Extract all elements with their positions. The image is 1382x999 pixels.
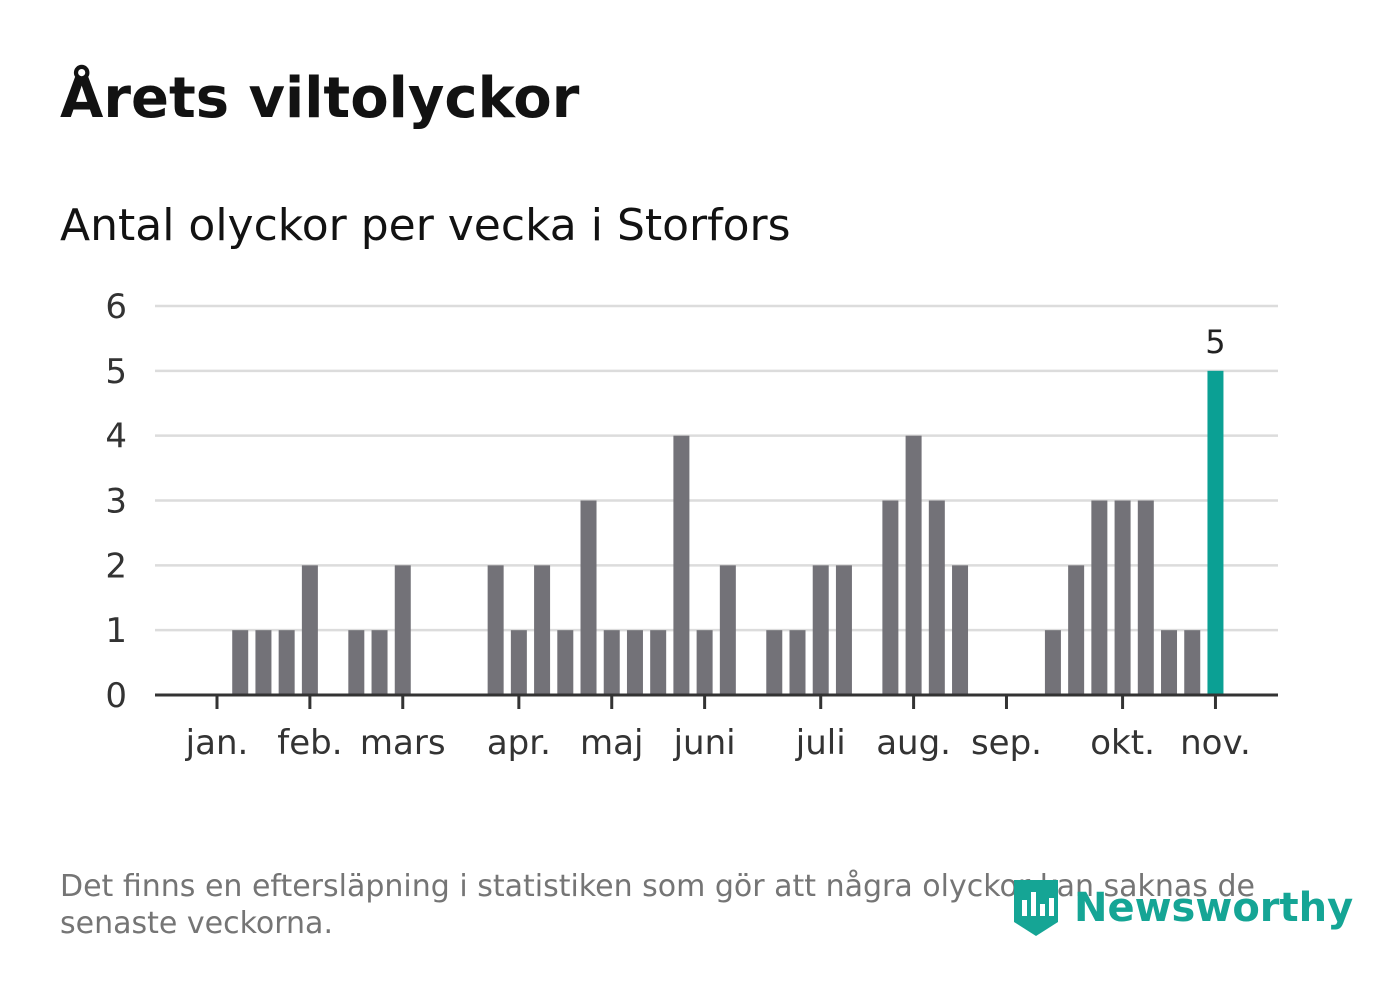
brand-name: Newsworthy xyxy=(1074,885,1354,931)
bar xyxy=(1044,630,1061,695)
bar xyxy=(1091,500,1108,695)
x-tick-label: aug. xyxy=(876,723,951,763)
bar xyxy=(580,500,597,695)
brand-logo[interactable]: Newsworthy xyxy=(1010,876,1353,940)
y-tick-label: 0 xyxy=(105,676,127,716)
y-tick-label: 4 xyxy=(105,417,127,457)
y-tick-label: 3 xyxy=(105,482,127,522)
bar xyxy=(719,565,736,695)
bar xyxy=(557,630,574,695)
bar xyxy=(371,630,388,695)
bar xyxy=(696,630,713,695)
newsworthy-logo-icon xyxy=(1014,880,1058,936)
x-tick-label: juli xyxy=(795,723,846,763)
x-tick-label: okt. xyxy=(1090,723,1155,763)
bar xyxy=(487,565,504,695)
bar xyxy=(510,630,527,695)
bar xyxy=(232,630,249,695)
x-tick-label: nov. xyxy=(1180,723,1251,763)
bar xyxy=(278,630,295,695)
chart-title: Årets viltolyckor xyxy=(60,66,580,131)
x-tick-label: maj xyxy=(580,723,643,763)
x-tick-label: jan. xyxy=(185,723,249,763)
bar xyxy=(1161,630,1178,695)
bar xyxy=(534,565,551,695)
bar xyxy=(650,630,667,695)
data-label: 5 xyxy=(1205,323,1225,361)
bar xyxy=(835,565,852,695)
bar xyxy=(928,500,945,695)
bar xyxy=(789,630,806,695)
bar xyxy=(1137,500,1154,695)
y-tick-label: 5 xyxy=(105,352,127,392)
chart-subtitle: Antal olyckor per vecka i Storfors xyxy=(60,200,791,251)
bar xyxy=(255,630,272,695)
y-tick-label: 6 xyxy=(105,287,127,327)
x-tick-label: sep. xyxy=(971,723,1042,763)
bar xyxy=(673,435,690,695)
bar xyxy=(603,630,620,695)
bar xyxy=(1068,565,1085,695)
highlighted-bar xyxy=(1207,370,1224,695)
bar xyxy=(348,630,365,695)
bar xyxy=(905,435,922,695)
x-tick-label: feb. xyxy=(277,723,342,763)
bar xyxy=(766,630,783,695)
bar xyxy=(882,500,899,695)
y-tick-label: 1 xyxy=(105,611,127,651)
bar xyxy=(812,565,829,695)
bar xyxy=(626,630,643,695)
bar xyxy=(952,565,969,695)
bar xyxy=(301,565,318,695)
x-tick-label: mars xyxy=(360,723,446,763)
bar xyxy=(394,565,411,695)
bar xyxy=(1114,500,1131,695)
y-tick-label: 2 xyxy=(105,546,127,586)
x-tick-label: apr. xyxy=(487,723,551,763)
bar xyxy=(1184,630,1201,695)
x-tick-label: juni xyxy=(673,723,736,763)
